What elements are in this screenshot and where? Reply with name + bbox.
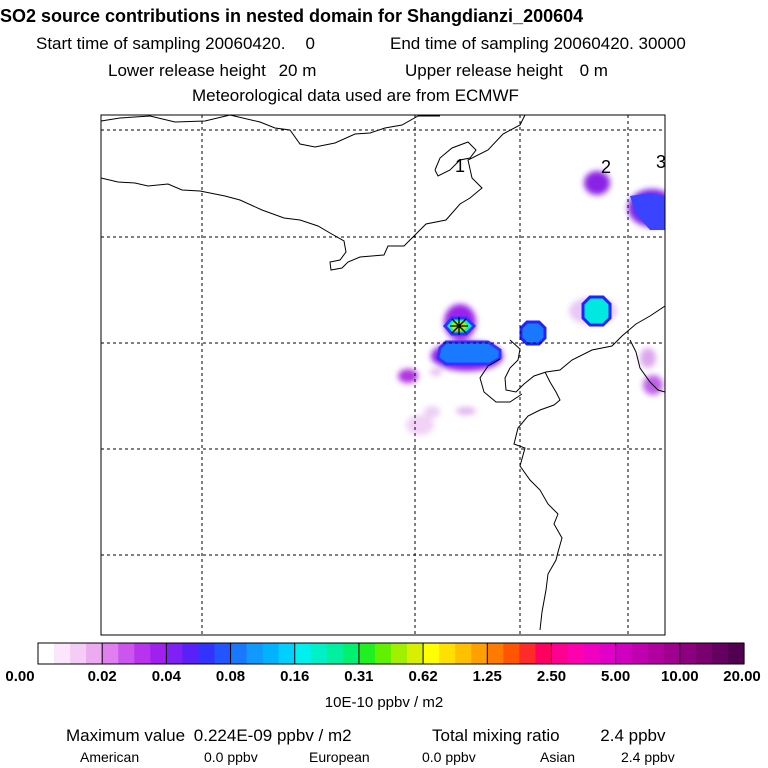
source-cell-b [581, 295, 612, 327]
colorbar-swatch [647, 643, 665, 664]
colorbar-tick-label: 0.62 [408, 668, 438, 685]
region-labels: 1 2 3 [455, 152, 666, 177]
colorbar-swatch [38, 643, 55, 664]
colorbar-swatch [391, 643, 408, 664]
colorbar-tick-label: 0.16 [280, 668, 310, 685]
colorbar-tick-label: 0.02 [87, 668, 117, 685]
end-time: End time of sampling 20060420. 30000 [390, 34, 686, 53]
max-value-number: 0.224E-09 ppbv / m2 [193, 726, 352, 745]
map-title: SO2 source contributions in nested domai… [0, 6, 584, 26]
colorbar-swatch [86, 643, 103, 664]
met-data-note: Meteorological data used are from ECMWF [192, 86, 519, 105]
american-label: American [80, 749, 140, 765]
colorbar-tick-label: 5.00 [601, 668, 631, 685]
colorbar-tick-label: 1.25 [472, 668, 502, 685]
colorbar-swatch [679, 643, 697, 664]
colorbar-tick-label: 0.31 [344, 668, 374, 685]
colorbar-swatch [214, 643, 232, 664]
colorbar-swatch [54, 643, 71, 664]
colorbar-swatch [150, 643, 167, 664]
total-mixing-ratio: Total mixing ratio 2.4 ppbv [432, 726, 666, 746]
source-cell-a [519, 320, 547, 346]
colorbar-swatch [551, 643, 569, 664]
colorbar-tick-label: 20.00 [723, 668, 761, 685]
region-label-1: 1 [455, 156, 465, 176]
colorbar-swatch [727, 643, 745, 664]
colorbar-swatch [519, 643, 537, 664]
colorbar-swatch [631, 643, 649, 664]
asian-label: Asian [540, 749, 576, 765]
receptor-star-icon [450, 317, 468, 335]
colorbar-swatch [407, 643, 424, 664]
colorbar-swatch [102, 643, 119, 664]
colorbar-swatch [294, 643, 312, 664]
colorbar-swatch [278, 643, 296, 664]
colorbar-units: 10E-10 ppbv / m2 [324, 694, 444, 711]
region-label-2: 2 [601, 157, 611, 177]
region-label-3: 3 [656, 152, 666, 172]
colorbar-swatch [262, 643, 280, 664]
colorbar-tick-label: 0.08 [215, 668, 246, 685]
lower-release-value: 20 m [278, 61, 317, 80]
colorbar-swatch [663, 643, 681, 664]
max-value-label: Maximum value [66, 726, 186, 745]
grid-lines [101, 115, 665, 635]
colorbar-tick-label: 10.00 [661, 668, 699, 685]
colorbar-swatch [70, 643, 87, 664]
asian-value: 2.4 ppbv [621, 749, 675, 765]
max-value: Maximum value 0.224E-09 ppbv / m2 [66, 726, 352, 746]
upper-release-height: Upper release height 0 m [405, 61, 608, 81]
colorbar-swatch [455, 643, 472, 664]
colorbar-swatch [439, 643, 456, 664]
map-frame [100, 114, 666, 636]
start-time: Start time of sampling 20060420. 0 [36, 34, 330, 54]
colorbar-tick-label: 2.50 [536, 668, 567, 685]
colorbar-swatch [118, 643, 135, 664]
colorbar-swatch [599, 643, 617, 664]
colorbar-swatch [198, 643, 216, 664]
plume-core [436, 340, 502, 366]
colorbar-swatch [695, 643, 713, 664]
colorbar-tick-label: 0.04 [151, 668, 181, 685]
colorbar-swatch [342, 643, 360, 664]
total-mixing-label: Total mixing ratio [432, 726, 560, 745]
concentration-field [398, 171, 665, 435]
colorbar-swatch [182, 643, 200, 664]
colorbar-swatch [326, 643, 344, 664]
colorbar-swatch [310, 643, 328, 664]
colorbar [37, 642, 745, 665]
european-value: 0.0 ppbv [422, 749, 476, 765]
coastline [101, 115, 665, 631]
colorbar-swatch [246, 643, 264, 664]
colorbar-swatch [615, 643, 633, 664]
colorbar-swatch [567, 643, 585, 664]
colorbar-swatch [487, 643, 504, 664]
european-label: European [309, 749, 370, 765]
colorbar-swatch [166, 643, 184, 664]
map-plot-area: 1 2 3 [101, 115, 666, 635]
colorbar-swatch [423, 643, 440, 664]
start-time-hour: 0 [305, 34, 315, 53]
colorbar-swatch [358, 643, 376, 664]
total-mixing-value: 2.4 ppbv [600, 726, 666, 745]
colorbar-swatch [374, 643, 392, 664]
lower-release-height: Lower release height 20 m [108, 61, 316, 81]
colorbar-swatch [583, 643, 601, 664]
upper-release-value: 0 m [579, 61, 608, 80]
colorbar-swatch [503, 643, 520, 664]
colorbar-swatch [535, 643, 553, 664]
colorbar-swatch [711, 643, 729, 664]
upper-release-label: Upper release height [405, 61, 563, 80]
american-value: 0.0 ppbv [204, 749, 258, 765]
colorbar-swatch [230, 643, 248, 664]
start-time-label: Start time of sampling 20060420. [36, 34, 286, 53]
colorbar-tick-label: 0.00 [5, 668, 35, 685]
colorbar-swatch [134, 643, 151, 664]
colorbar-swatch [471, 643, 488, 664]
colorbar-frame [37, 642, 745, 665]
source-cell-c [630, 193, 665, 230]
lower-release-label: Lower release height [108, 61, 266, 80]
